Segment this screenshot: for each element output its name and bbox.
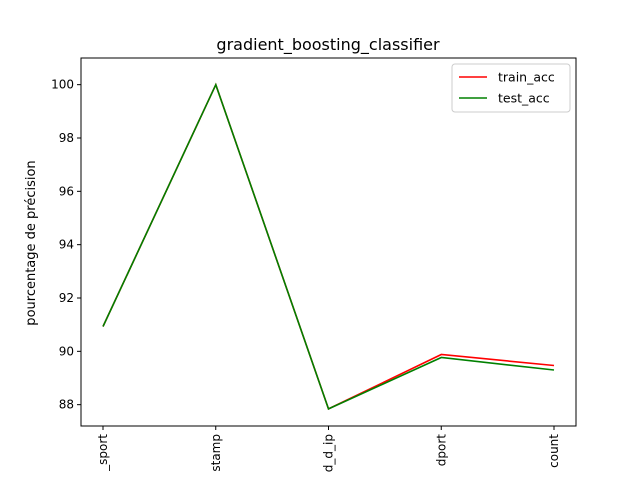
y-tick-label: 88 [59,398,74,412]
x-tick-label: _sport [96,434,110,472]
y-axis-label: pourcentage de précision [24,160,39,325]
y-tick-label: 94 [59,238,74,252]
y-tick-label: 98 [59,131,74,145]
legend: train_acc test_acc [451,63,571,113]
chart-title: gradient_boosting_classifier [216,35,440,55]
x-tick-label: count [547,434,561,468]
series-line-train-acc [102,82,555,411]
legend-label: train_acc [498,70,555,85]
series-line-test-acc [102,82,555,410]
legend-box [451,63,571,113]
plot-area-frame [80,57,577,427]
y-tick-label: 96 [59,184,74,198]
x-tick-label: d_d_ip [322,434,336,472]
legend-label: test_acc [498,91,550,106]
y-tick-label: 92 [59,291,74,305]
x-tick-label: dport [434,434,448,467]
y-tick-label: 90 [59,344,74,358]
y-tick-label: 100 [51,78,74,92]
x-tick-label: stamp [209,434,223,472]
